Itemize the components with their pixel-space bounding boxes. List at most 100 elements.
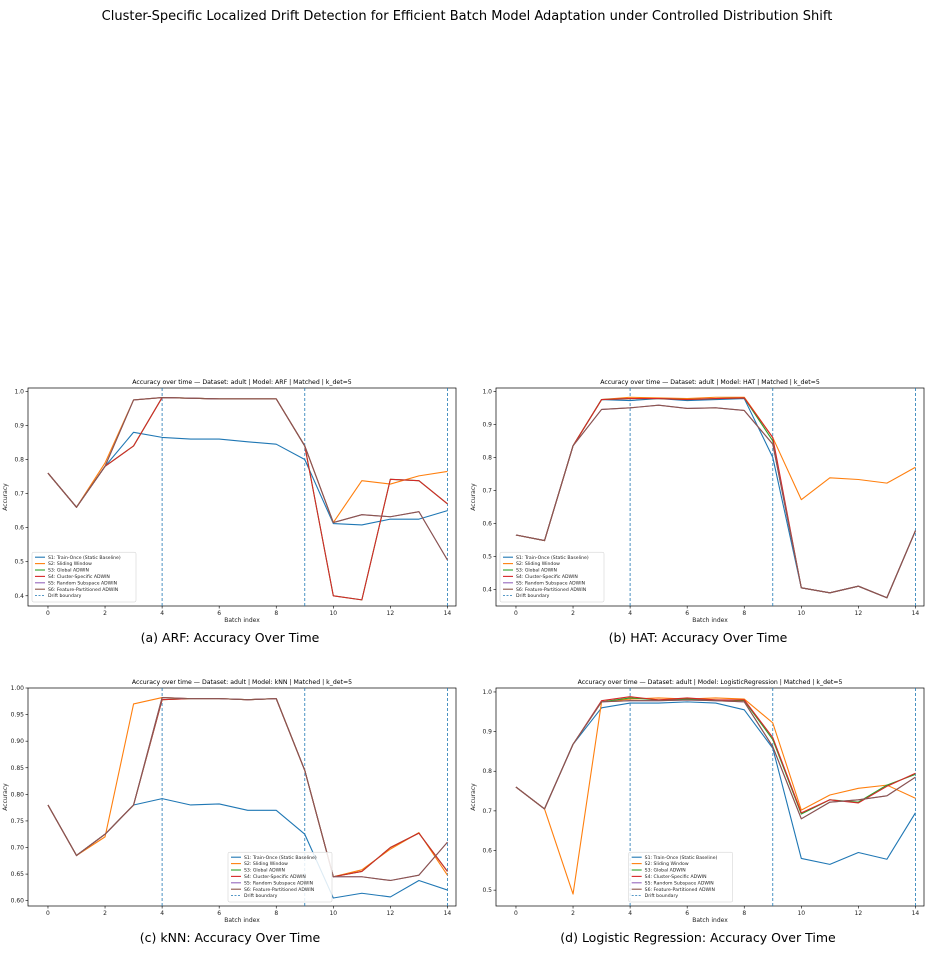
x-tick-label: 4 — [160, 610, 164, 617]
y-tick-label: 0.5 — [482, 887, 492, 894]
chart-logistic-regression: Accuracy over time — Dataset: adult | Mo… — [470, 679, 925, 924]
y-tick-label: 0.65 — [11, 871, 25, 878]
x-tick-label: 14 — [912, 910, 920, 917]
x-tick-label: 0 — [46, 910, 50, 917]
x-tick-label: 12 — [387, 910, 395, 917]
series-line-s1 — [47, 431, 448, 526]
plot-frame — [27, 387, 457, 607]
y-tick-label: 1.0 — [482, 388, 492, 395]
chart-panel-hat: Accuracy over time — Dataset: adult | Mo… — [468, 374, 928, 645]
y-tick-label: 0.8 — [14, 457, 24, 464]
series-line-s2 — [515, 396, 916, 542]
y-tick-label: 0.9 — [482, 421, 492, 428]
legend-entry: S2: Sliding Window — [244, 861, 288, 867]
y-tick-label: 0.5 — [482, 553, 492, 560]
legend-entry: S5: Random Subspace ADWIN — [645, 880, 714, 886]
series-line-s6 — [47, 697, 448, 882]
chart-hat: Accuracy over time — Dataset: adult | Mo… — [470, 379, 925, 624]
legend-entry: S3: Global ADWIN — [48, 568, 89, 574]
y-tick-label: 0.80 — [11, 791, 25, 798]
x-tick-label: 4 — [628, 610, 632, 617]
legend-entry: S4: Cluster-Specific ADWIN — [244, 874, 306, 880]
legend-entry: S5: Random Subspace ADWIN — [516, 580, 585, 586]
x-tick-label: 6 — [217, 610, 221, 617]
legend-entry-drift: Drift boundary — [645, 893, 679, 899]
x-tick-label: 0 — [514, 910, 518, 917]
plot-frame — [495, 387, 925, 607]
chart-panel-knn: Accuracy over time — Dataset: adult | Mo… — [0, 674, 460, 945]
legend-entry: S4: Cluster-Specific ADWIN — [48, 574, 110, 580]
legend-entry-drift: Drift boundary — [48, 593, 82, 599]
x-tick-label: 4 — [160, 910, 164, 917]
x-tick-label: 8 — [274, 610, 278, 617]
legend-entry-drift: Drift boundary — [244, 893, 278, 899]
chart-title: Accuracy over time — Dataset: adult | Mo… — [132, 379, 352, 386]
x-axis-label: Batch index — [692, 617, 728, 624]
series-line-s4 — [515, 696, 916, 814]
chart-caption: (c) kNN: Accuracy Over Time — [139, 930, 321, 945]
x-tick-label: 14 — [912, 610, 920, 617]
plot-frame — [495, 687, 925, 907]
x-tick-label: 12 — [855, 910, 863, 917]
y-tick-label: 0.8 — [482, 454, 492, 461]
legend-entry: S3: Global ADWIN — [516, 568, 557, 574]
y-tick-label: 0.95 — [11, 712, 25, 719]
x-tick-label: 0 — [46, 610, 50, 617]
y-tick-label: 0.6 — [482, 848, 492, 855]
legend-entry: S2: Sliding Window — [645, 861, 689, 867]
y-tick-label: 0.5 — [14, 559, 24, 566]
chart-title: Accuracy over time — Dataset: adult | Mo… — [600, 379, 820, 386]
series-line-s4 — [47, 698, 448, 878]
y-tick-label: 0.60 — [11, 898, 25, 905]
x-tick-label: 10 — [797, 610, 805, 617]
series-line-s6 — [47, 396, 448, 561]
series-line-s1 — [515, 701, 916, 865]
y-tick-label: 1.00 — [11, 685, 25, 692]
legend-entry: S6: Feature-Partitioned ADWIN — [244, 887, 314, 893]
series-line-s5 — [47, 396, 448, 561]
legend-entry: S2: Sliding Window — [516, 561, 560, 567]
series-line-s5 — [515, 699, 916, 820]
x-axis-label: Batch index — [224, 617, 260, 624]
x-tick-label: 14 — [444, 610, 452, 617]
legend-entry: S1: Train-Once (Static Baseline) — [48, 555, 121, 561]
legend: S1: Train-Once (Static Baseline)S2: Slid… — [499, 551, 605, 603]
x-tick-label: 14 — [444, 910, 452, 917]
chart-title: Accuracy over time — Dataset: adult | Mo… — [578, 679, 843, 686]
legend-entry: S5: Random Subspace ADWIN — [48, 580, 117, 586]
y-tick-label: 0.85 — [11, 765, 25, 772]
legend-entry-drift: Drift boundary — [516, 593, 550, 599]
chart-title: Accuracy over time — Dataset: adult | Mo… — [132, 679, 352, 686]
legend-entry: S2: Sliding Window — [48, 561, 92, 567]
legend-entry: S3: Global ADWIN — [645, 868, 686, 874]
x-tick-label: 6 — [217, 910, 221, 917]
y-axis-label: Accuracy — [470, 483, 477, 511]
chart-caption: (d) Logistic Regression: Accuracy Over T… — [560, 930, 836, 945]
x-tick-label: 12 — [387, 610, 395, 617]
legend: S1: Train-Once (Static Baseline)S2: Slid… — [31, 551, 137, 603]
y-axis-label: Accuracy — [2, 783, 9, 811]
y-tick-label: 1.0 — [14, 388, 24, 395]
y-tick-label: 0.90 — [11, 738, 25, 745]
y-tick-label: 0.8 — [482, 768, 492, 775]
x-axis-label: Batch index — [224, 917, 260, 924]
x-tick-label: 8 — [742, 610, 746, 617]
page-title: Cluster-Specific Localized Drift Detecti… — [101, 9, 833, 24]
x-tick-label: 8 — [274, 910, 278, 917]
series-line-s6 — [515, 699, 916, 820]
legend-entry: S6: Feature-Partitioned ADWIN — [516, 587, 586, 593]
x-axis-label: Batch index — [692, 917, 728, 924]
legend-box — [31, 551, 137, 603]
legend-entry: S1: Train-Once (Static Baseline) — [645, 855, 718, 861]
x-tick-label: 10 — [329, 610, 337, 617]
legend-box — [628, 851, 733, 903]
y-tick-label: 0.7 — [482, 808, 492, 815]
x-tick-label: 2 — [103, 610, 107, 617]
x-tick-label: 6 — [685, 610, 689, 617]
legend-entry: S1: Train-Once (Static Baseline) — [244, 855, 317, 861]
chart-panel-logistic-regression: Accuracy over time — Dataset: adult | Mo… — [468, 674, 928, 945]
legend-entry: S6: Feature-Partitioned ADWIN — [645, 887, 715, 893]
x-tick-label: 2 — [103, 910, 107, 917]
y-tick-label: 0.9 — [482, 729, 492, 736]
legend-box — [227, 851, 333, 903]
